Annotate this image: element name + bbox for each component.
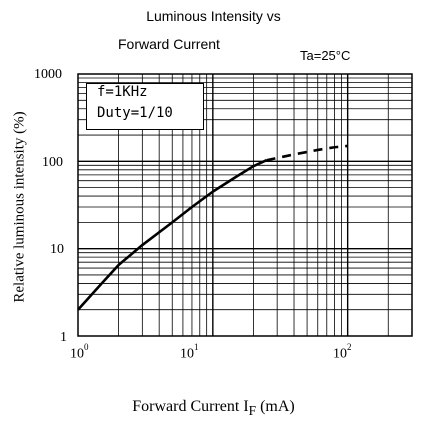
y-tick-label: 1000 — [34, 67, 62, 82]
plot-frame — [77, 73, 413, 337]
y-tick-label: 1 — [60, 330, 67, 345]
series-line-solid — [77, 159, 268, 311]
chart-title-line-1: Luminous Intensity vs — [146, 8, 281, 24]
x-axis-label: Forward Current IF (mA) — [132, 398, 295, 419]
y-tick-label: 10 — [50, 242, 64, 257]
x-tick-label: 101 — [180, 342, 199, 362]
annotation-box — [86, 83, 204, 130]
temperature-condition: Ta=25°C — [300, 48, 351, 63]
series-layer — [77, 144, 348, 311]
series-line-dashed — [266, 144, 348, 162]
annotation-frequency: f=1KHz — [97, 84, 148, 100]
y-tick-label: 100 — [42, 155, 63, 170]
annotation-duty: Duty=1/10 — [97, 105, 173, 121]
x-tick-label: 102 — [333, 342, 352, 362]
y-axis-label: Relative luminous intensity (%) — [11, 111, 28, 303]
x-tick-label: 100 — [70, 342, 89, 362]
chart-title-line-2: Forward Current — [118, 36, 220, 52]
